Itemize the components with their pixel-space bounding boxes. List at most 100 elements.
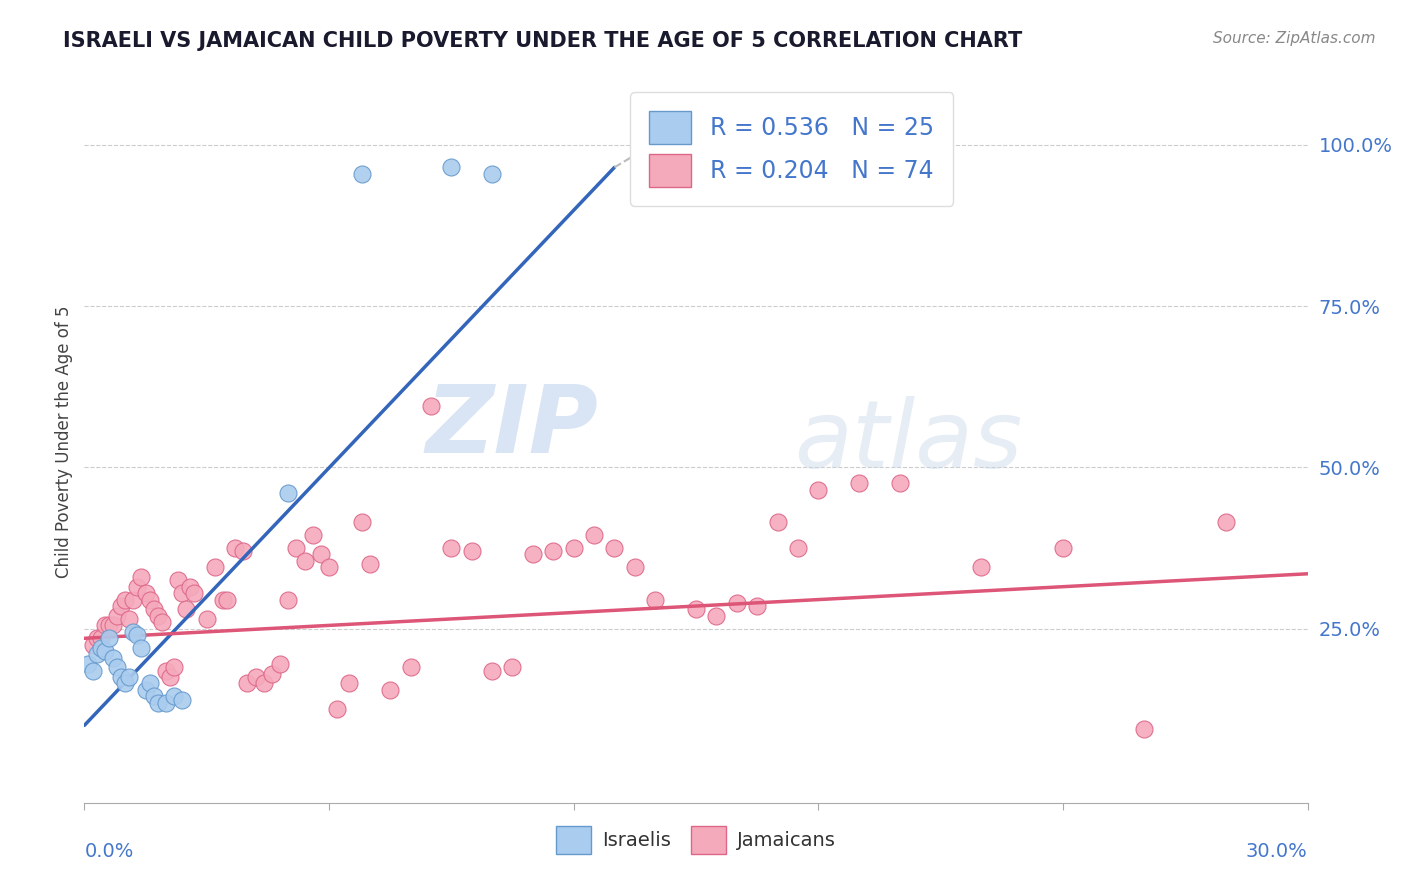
- Point: [174, 602, 197, 616]
- Point: [224, 541, 246, 555]
- Point: [380, 682, 402, 697]
- Point: [155, 696, 177, 710]
- Point: [481, 167, 503, 181]
- Point: [86, 632, 108, 646]
- Point: [93, 618, 115, 632]
- Point: [562, 541, 585, 555]
- Point: [167, 573, 190, 587]
- Point: [135, 586, 157, 600]
- Point: [97, 632, 120, 646]
- Point: [889, 476, 911, 491]
- Point: [1215, 515, 1237, 529]
- Point: [127, 580, 149, 594]
- Text: ISRAELI VS JAMAICAN CHILD POVERTY UNDER THE AGE OF 5 CORRELATION CHART: ISRAELI VS JAMAICAN CHILD POVERTY UNDER …: [63, 31, 1022, 51]
- Point: [350, 515, 373, 529]
- Point: [77, 657, 100, 672]
- Text: Source: ZipAtlas.com: Source: ZipAtlas.com: [1212, 31, 1375, 46]
- Point: [543, 544, 565, 558]
- Point: [747, 599, 769, 613]
- Point: [277, 592, 299, 607]
- Point: [217, 592, 239, 607]
- Point: [420, 399, 443, 413]
- Point: [127, 628, 149, 642]
- Point: [142, 602, 165, 616]
- Point: [118, 670, 141, 684]
- Point: [461, 544, 484, 558]
- Point: [848, 476, 870, 491]
- Point: [236, 676, 259, 690]
- Point: [502, 660, 524, 674]
- Point: [93, 644, 115, 658]
- Point: [350, 167, 373, 181]
- Point: [624, 560, 647, 574]
- Point: [725, 596, 748, 610]
- Point: [138, 676, 160, 690]
- Point: [318, 560, 340, 574]
- Point: [97, 618, 120, 632]
- Point: [163, 690, 186, 704]
- Point: [766, 515, 789, 529]
- Point: [122, 624, 145, 639]
- Point: [105, 660, 128, 674]
- Text: 30.0%: 30.0%: [1246, 842, 1308, 861]
- Point: [644, 592, 666, 607]
- Point: [179, 580, 201, 594]
- Text: 0.0%: 0.0%: [84, 842, 134, 861]
- Point: [232, 544, 254, 558]
- Point: [90, 632, 112, 646]
- Point: [522, 548, 544, 562]
- Point: [260, 666, 283, 681]
- Point: [122, 592, 145, 607]
- Point: [82, 638, 104, 652]
- Point: [82, 664, 104, 678]
- Point: [294, 554, 316, 568]
- Point: [301, 528, 323, 542]
- Point: [110, 599, 132, 613]
- Point: [110, 670, 132, 684]
- Point: [159, 670, 181, 684]
- Point: [204, 560, 226, 574]
- Point: [172, 692, 194, 706]
- Point: [135, 682, 157, 697]
- Point: [195, 612, 218, 626]
- Point: [399, 660, 422, 674]
- Point: [101, 650, 124, 665]
- Point: [118, 612, 141, 626]
- Point: [138, 592, 160, 607]
- Point: [1133, 722, 1156, 736]
- Point: [440, 541, 463, 555]
- Point: [245, 670, 267, 684]
- Legend: Israelis, Jamaicans: Israelis, Jamaicans: [548, 819, 844, 862]
- Point: [163, 660, 186, 674]
- Point: [309, 548, 332, 562]
- Point: [155, 664, 177, 678]
- Point: [440, 161, 463, 175]
- Point: [685, 602, 707, 616]
- Point: [326, 702, 349, 716]
- Point: [90, 640, 112, 655]
- Point: [142, 690, 165, 704]
- Point: [583, 528, 606, 542]
- Point: [359, 557, 381, 571]
- Point: [101, 618, 124, 632]
- Y-axis label: Child Poverty Under the Age of 5: Child Poverty Under the Age of 5: [55, 305, 73, 578]
- Point: [131, 640, 153, 655]
- Point: [277, 486, 299, 500]
- Point: [150, 615, 173, 630]
- Point: [172, 586, 194, 600]
- Point: [807, 483, 830, 497]
- Point: [285, 541, 308, 555]
- Point: [339, 676, 361, 690]
- Point: [1052, 541, 1074, 555]
- Point: [787, 541, 810, 555]
- Point: [212, 592, 235, 607]
- Point: [114, 676, 136, 690]
- Text: atlas: atlas: [794, 396, 1022, 487]
- Point: [86, 648, 108, 662]
- Point: [269, 657, 291, 672]
- Point: [603, 541, 626, 555]
- Point: [131, 570, 153, 584]
- Point: [146, 696, 169, 710]
- Point: [146, 608, 169, 623]
- Point: [183, 586, 205, 600]
